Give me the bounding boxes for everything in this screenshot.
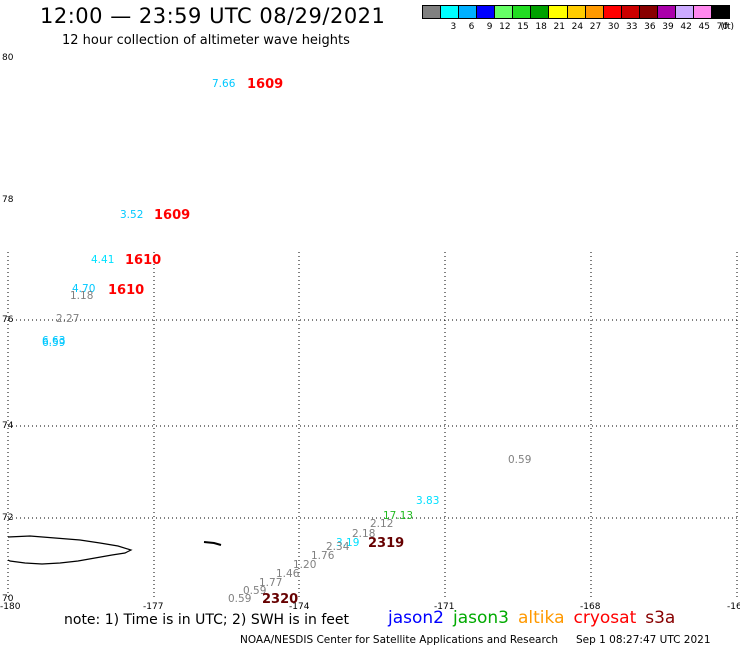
credit-line: NOAA/NESDIS Center for Satellite Applica… — [240, 634, 711, 646]
generated-timestamp: Sep 1 08:27:47 UTC 2021 — [576, 634, 711, 646]
lat-label-80: 80 — [2, 53, 14, 63]
scale-swatch — [621, 6, 640, 18]
lon-label-165: -16 — [727, 602, 740, 612]
scale-swatch — [567, 6, 586, 18]
pass-time-label: 1609 — [247, 77, 283, 92]
color-scale-bar — [422, 5, 730, 19]
scale-label: 21 — [553, 22, 565, 32]
scale-swatch — [657, 6, 676, 18]
scale-swatch — [513, 6, 532, 18]
scale-swatch — [603, 6, 622, 18]
wave-height-value: 3.83 — [416, 495, 439, 507]
scale-swatch — [495, 6, 514, 18]
pass-time-label: 2320 — [262, 592, 298, 607]
scale-label: 33 — [626, 22, 638, 32]
wave-height-value: 1.20 — [293, 559, 316, 571]
color-scale-legend: 3 6 9 12 15 18 21 24 27 30 33 36 39 42 45 70 (ft) — [422, 5, 734, 39]
scale-swatch — [441, 6, 460, 18]
wave-height-value: 6.59 — [42, 337, 65, 349]
satellite-legend-item: jason3 — [453, 608, 509, 628]
credit-text: NOAA/NESDIS Center for Satellite Applica… — [240, 634, 558, 646]
wave-height-value: 2.34 — [326, 541, 350, 553]
wave-height-value: 0.59 — [228, 593, 251, 605]
lat-label-70: 70 — [2, 594, 14, 604]
scale-swatch — [477, 6, 496, 18]
scale-swatch — [459, 6, 478, 18]
scale-swatch — [639, 6, 658, 18]
islet-coastline — [203, 541, 222, 546]
wave-height-value: 1.18 — [70, 290, 93, 302]
wave-height-value: 2.27 — [56, 313, 79, 325]
color-scale-unit: (ft) — [720, 22, 734, 32]
scale-swatch — [712, 6, 730, 18]
scale-label: 42 — [680, 22, 692, 32]
scale-label: 27 — [589, 22, 602, 32]
scale-label: 6 — [468, 22, 475, 32]
lon-label-180: -180 — [0, 602, 21, 612]
pass-time-label: 1610 — [108, 283, 144, 298]
wave-height-value: 1.46 — [276, 568, 300, 580]
pass-time-label: 2319 — [368, 536, 404, 551]
satellite-legend-item: altika — [518, 608, 565, 628]
map-title: 12:00 — 23:59 UTC 08/29/2021 — [40, 4, 386, 28]
satellite-legend-item: jason2 — [388, 608, 444, 628]
scale-label: 9 — [486, 22, 493, 32]
wave-height-value: 0.59 — [243, 585, 266, 597]
wave-height-value: 2.12 — [370, 518, 393, 530]
wave-height-value: 17.13 — [383, 510, 413, 522]
lat-label-72: 72 — [2, 513, 13, 523]
wave-height-value: 6.63 — [42, 335, 65, 347]
satellite-legend-item: s3a — [645, 608, 676, 628]
scale-label: 70 — [716, 22, 729, 32]
scale-label: 12 — [499, 22, 511, 32]
scale-label: 45 — [698, 22, 710, 32]
graticule — [7, 252, 738, 600]
lat-label-76: 76 — [2, 315, 14, 325]
color-scale-labels: 3 6 9 12 15 18 21 24 27 30 33 36 39 42 45 70 — [422, 22, 730, 32]
wrangel-island-coastline — [7, 535, 133, 565]
scale-label: 18 — [535, 22, 547, 32]
scale-label: 39 — [662, 22, 674, 32]
wave-height-value: 3.52 — [120, 209, 143, 221]
wave-height-value: 4.70 — [72, 283, 95, 295]
scale-swatch — [585, 6, 604, 18]
scale-swatch — [531, 6, 550, 18]
lat-label-74: 74 — [2, 421, 14, 431]
scale-label: 24 — [571, 22, 584, 32]
lon-label-174: -174 — [289, 602, 310, 612]
scale-swatch — [675, 6, 694, 18]
lon-label-177: -177 — [143, 602, 163, 612]
scale-label: 30 — [607, 22, 620, 32]
pass-time-label: 1610 — [125, 253, 161, 268]
pass-time-label: 1609 — [154, 208, 190, 223]
lon-label-171: -171 — [434, 602, 454, 612]
scale-swatch — [423, 6, 442, 18]
wave-height-value: 4.41 — [91, 254, 114, 266]
lat-label-78: 78 — [2, 195, 14, 205]
scale-swatch — [549, 6, 568, 18]
scale-label: 3 — [450, 22, 457, 32]
wave-height-value: 2.18 — [352, 528, 375, 540]
scale-label: 15 — [517, 22, 529, 32]
scale-label: 36 — [644, 22, 656, 32]
satellite-legend: jason2 jason3 altika cryosat s3a — [388, 608, 684, 628]
map-subtitle: 12 hour collection of altimeter wave hei… — [62, 33, 350, 48]
wave-height-value: 3.19 — [336, 537, 359, 549]
wave-height-value: 0.59 — [508, 454, 531, 466]
footer-note: note: 1) Time is in UTC; 2) SWH is in fe… — [64, 612, 350, 628]
lon-label-168: -168 — [580, 602, 601, 612]
scale-swatch — [693, 6, 712, 18]
satellite-legend-item: cryosat — [573, 608, 637, 628]
wave-height-value: 1.77 — [259, 577, 282, 589]
wave-height-value: 1.76 — [311, 550, 335, 562]
wave-height-value: 7.66 — [212, 78, 236, 90]
